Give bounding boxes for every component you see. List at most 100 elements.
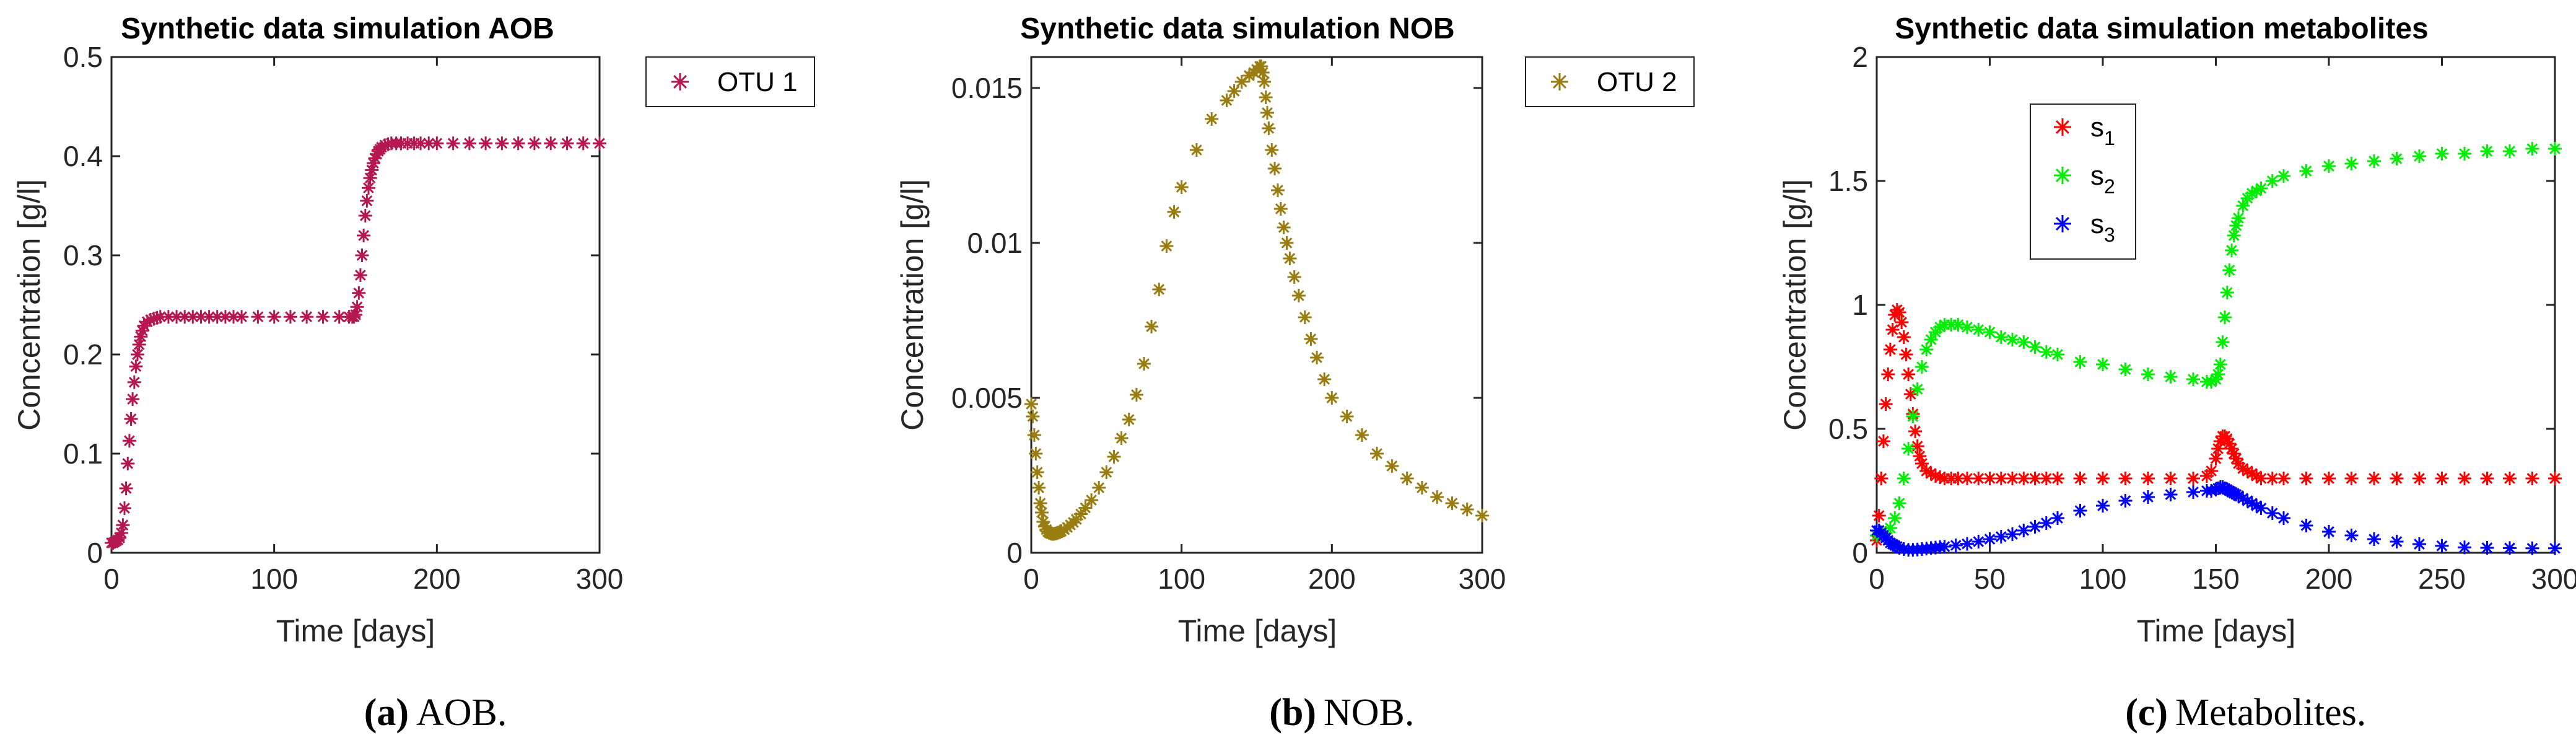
panel-c: Synthetic data simulation metabolites 0 5…: [1778, 12, 2576, 734]
legend-marker-s2: [2054, 167, 2071, 184]
data-point-c-s1-36: [2211, 367, 2225, 381]
legend-a: OTU 1: [645, 56, 815, 107]
data-point-c-s2-65: [2480, 541, 2494, 555]
x-tick-label-c-1: 50: [1974, 563, 2006, 595]
data-point-c-s0-1: [1872, 509, 1886, 522]
data-point-b-s0-9: [1037, 519, 1052, 534]
data-point-a-s0-52: [360, 194, 374, 208]
data-point-c-s1-41: [2222, 263, 2237, 277]
data-point-a-s0-79: [560, 136, 574, 151]
caption-text-a: AOB.: [416, 692, 507, 734]
data-point-b-s0-71: [1355, 428, 1369, 442]
data-point-c-s2-55: [2265, 506, 2279, 520]
data-point-c-s1-18: [1960, 320, 1974, 334]
data-point-c-s1-32: [2186, 372, 2200, 386]
data-point-c-s0-71: [2480, 472, 2494, 485]
data-point-c-s0-66: [2367, 472, 2381, 485]
data-point-c-s1-28: [2096, 358, 2110, 371]
data-point-a-s0-38: [283, 310, 297, 324]
y-tick-label-c-4: 2: [1852, 41, 1868, 73]
data-point-b-s0-76: [1430, 490, 1444, 504]
data-point-c-s0-13: [1899, 348, 1913, 361]
data-point-b-s0-63: [1287, 270, 1301, 284]
data-point-a-s0-19: [135, 323, 149, 338]
data-point-c-s1-19: [1971, 323, 1986, 337]
x-axis-label-a: Time [days]: [276, 614, 435, 648]
chart-title-b: Synthetic data simulation NOB: [1020, 12, 1454, 45]
data-point-c-s2-58: [2322, 525, 2336, 539]
panel-b: Synthetic data simulation NOB 0 100 200 300…: [895, 12, 1695, 734]
data-point-c-s2-52: [2245, 496, 2259, 510]
legend-label-s2: s2: [2090, 161, 2115, 198]
data-point-c-s2-54: [2254, 501, 2268, 515]
data-point-c-s1-30: [2141, 367, 2155, 381]
legend-label-otu-2: OTU 2: [1597, 67, 1677, 97]
data-point-b-s0-41: [1189, 143, 1203, 157]
data-point-c-s2-28: [2028, 520, 2042, 534]
data-point-a-s0-57: [368, 151, 382, 165]
y-tick-label-a-1: 0.1: [63, 438, 103, 470]
data-point-a-s0-15: [129, 359, 143, 374]
data-point-b-s0-37: [1152, 283, 1166, 296]
data-point-c-s1-24: [2028, 340, 2042, 354]
data-point-c-s0-8: [1888, 308, 1902, 322]
data-point-a-s0-25: [153, 310, 167, 324]
data-point-c-s0-53: [2227, 447, 2241, 460]
data-point-c-s0-31: [1994, 472, 2008, 485]
data-points-a: [105, 136, 606, 550]
data-point-c-s0-14: [1901, 367, 1916, 381]
x-tick-label-c-3: 150: [2192, 563, 2240, 595]
data-point-b-s0-27: [1078, 501, 1093, 515]
data-point-b-s0-51: [1255, 66, 1270, 79]
legend-label-s1: s1: [2090, 112, 2115, 149]
data-point-b-s0-33: [1122, 413, 1136, 426]
data-point-b-s0-62: [1283, 252, 1297, 265]
panel-a: Synthetic data simulation AOB 0 100 200 300…: [12, 12, 815, 734]
y-axis-label-c: Concentration [g/l]: [1778, 179, 1812, 431]
data-point-b-s0-70: [1340, 410, 1354, 423]
data-point-c-s0-35: [2039, 472, 2053, 485]
data-point-c-s2-53: [2250, 499, 2264, 513]
caption-text-b: NOB.: [1324, 692, 1414, 734]
data-point-c-s0-24: [1933, 470, 1947, 484]
data-point-c-s0-29: [1971, 472, 1986, 485]
legend-star-otu-2: [1551, 73, 1568, 90]
data-point-b-s0-7: [1035, 506, 1049, 519]
data-point-c-s2-49: [2232, 489, 2245, 503]
x-tick-label-c-2: 100: [2079, 563, 2127, 595]
data-point-c-s1-53: [2299, 164, 2313, 178]
data-point-c-s0-45: [2209, 452, 2223, 465]
data-point-b-s0-59: [1273, 202, 1288, 216]
data-point-b-s0-39: [1167, 205, 1181, 219]
data-point-a-s0-27: [170, 310, 184, 324]
data-point-c-s1-49: [2250, 184, 2264, 198]
data-point-b-s0-75: [1415, 481, 1429, 495]
data-point-b-s0-2: [1027, 428, 1041, 442]
data-point-c-s1-5: [1892, 496, 1906, 510]
data-point-c-s1-54: [2322, 159, 2336, 173]
caption-text-c: Metabolites.: [2175, 692, 2366, 734]
data-point-a-s0-16: [131, 348, 144, 361]
data-point-c-s1-63: [2525, 142, 2539, 156]
data-point-a-s0-8: [118, 501, 131, 515]
data-point-b-s0-58: [1271, 183, 1285, 197]
data-point-c-s0-38: [2096, 472, 2110, 485]
data-point-a-s0-80: [576, 136, 590, 151]
data-point-c-s1-21: [1994, 330, 2008, 344]
legend-star-s1: [2054, 118, 2071, 136]
data-point-a-s0-13: [126, 392, 140, 406]
plot-frame-a: [110, 56, 601, 554]
y-tick-label-b-0: 0: [1006, 537, 1023, 569]
x-tick-label-c-5: 250: [2418, 563, 2466, 595]
chart-title-c: Synthetic data simulation metabolites: [1895, 12, 2429, 45]
legend-marker-otu-2: [1551, 73, 1568, 90]
data-point-c-s2-24: [1983, 532, 1997, 546]
data-point-c-s1-37: [2213, 358, 2227, 371]
data-point-b-s0-77: [1445, 496, 1459, 510]
data-point-c-s2-50: [2236, 491, 2250, 505]
data-point-c-s0-2: [1874, 472, 1888, 485]
data-points-b: [1024, 59, 1489, 541]
data-point-a-s0-50: [357, 229, 371, 242]
data-point-c-s2-25: [1994, 530, 2008, 543]
data-point-c-s2-57: [2299, 519, 2313, 532]
